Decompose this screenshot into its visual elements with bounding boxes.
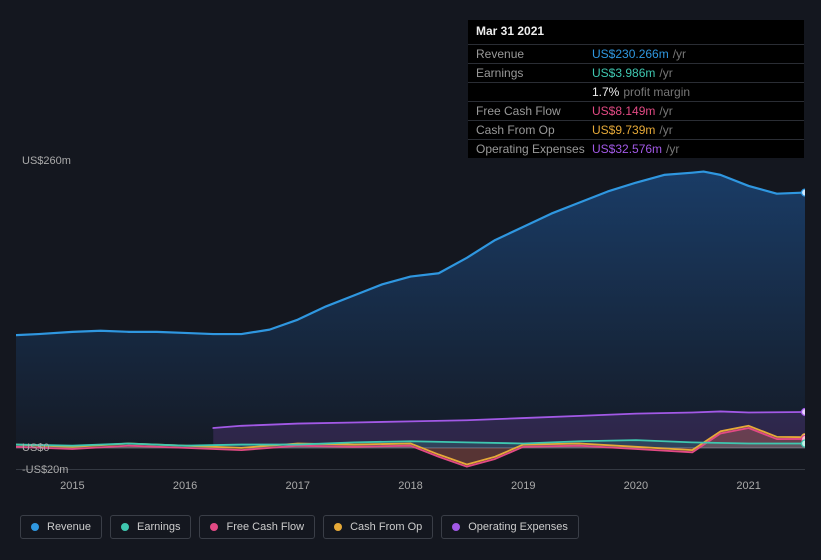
legend-dot-icon [121,523,129,531]
tooltip-row-unit: /yr [666,142,679,156]
y-tick-label: US$260m [22,155,71,167]
main-area-chart[interactable] [16,155,805,470]
legend-item[interactable]: Free Cash Flow [199,515,315,539]
tooltip-row-label: Free Cash Flow [476,104,592,118]
tooltip-row-label: Operating Expenses [476,142,592,156]
x-tick-label: 2018 [398,480,422,492]
legend-dot-icon [31,523,39,531]
tooltip-row-value: US$32.576m [592,142,662,156]
legend-item[interactable]: Operating Expenses [441,515,579,539]
legend-label: Operating Expenses [468,521,568,533]
tooltip-row: Cash From OpUS$9.739m/yr [468,120,804,139]
chart-legend: Revenue Earnings Free Cash Flow Cash From O… [20,515,579,539]
legend-dot-icon [452,523,460,531]
legend-label: Earnings [137,521,180,533]
tooltip-row: RevenueUS$230.266m/yr [468,44,804,63]
tooltip-row-unit: /yr [673,47,686,61]
chart-tooltip: Mar 31 2021 RevenueUS$230.266m/yrEarning… [468,20,804,158]
tooltip-row-value: US$8.149m [592,104,655,118]
x-tick-label: 2020 [624,480,648,492]
tooltip-row-value: US$3.986m [592,66,655,80]
y-tick-label: US$0 [22,442,50,454]
legend-item[interactable]: Earnings [110,515,191,539]
tooltip-row-value: 1.7% [592,85,619,99]
legend-item[interactable]: Cash From Op [323,515,433,539]
legend-dot-icon [334,523,342,531]
x-tick-label: 2016 [173,480,197,492]
tooltip-row-label: Cash From Op [476,123,592,137]
tooltip-row-unit: /yr [659,66,672,80]
tooltip-row-unit: profit margin [623,85,690,99]
x-tick-label: 2015 [60,480,84,492]
tooltip-row: EarningsUS$3.986m/yr [468,63,804,82]
legend-label: Cash From Op [350,521,422,533]
x-tick-label: 2017 [286,480,310,492]
tooltip-row: Free Cash FlowUS$8.149m/yr [468,101,804,120]
legend-dot-icon [210,523,218,531]
tooltip-row-value: US$9.739m [592,123,655,137]
x-tick-label: 2021 [736,480,760,492]
tooltip-date: Mar 31 2021 [468,20,804,44]
tooltip-row-unit: /yr [659,104,672,118]
legend-label: Revenue [47,521,91,533]
tooltip-row-value: US$230.266m [592,47,669,61]
tooltip-row-unit: /yr [659,123,672,137]
legend-label: Free Cash Flow [226,521,304,533]
x-tick-label: 2019 [511,480,535,492]
legend-item[interactable]: Revenue [20,515,102,539]
tooltip-row-label: Revenue [476,47,592,61]
tooltip-row: 1.7% profit margin [468,82,804,101]
y-tick-label: -US$20m [22,464,68,476]
tooltip-row-label: Earnings [476,66,592,80]
